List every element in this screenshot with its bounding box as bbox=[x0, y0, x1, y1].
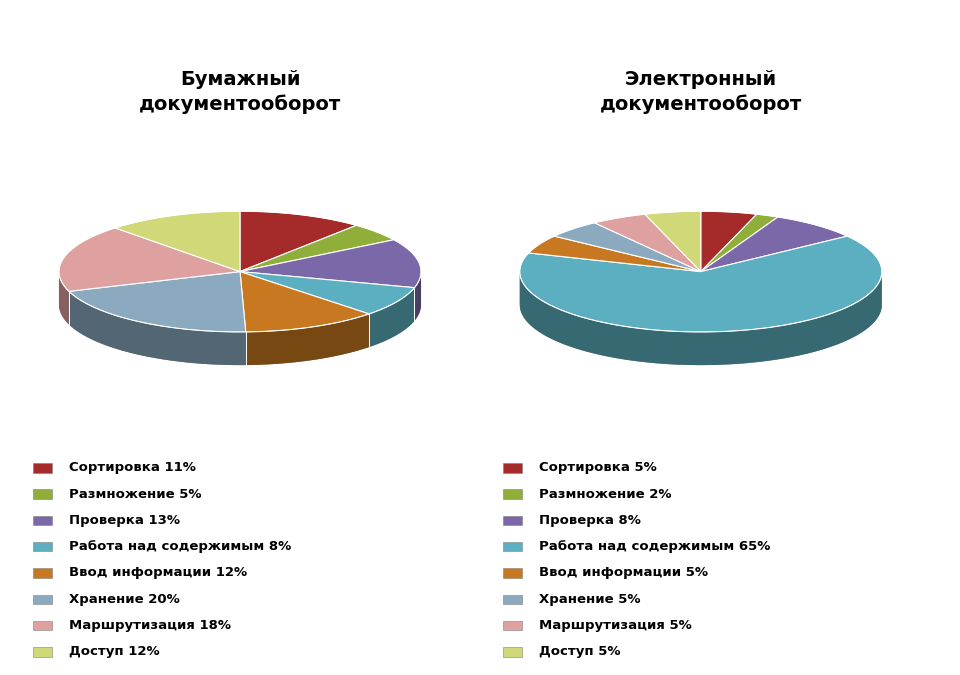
Polygon shape bbox=[369, 288, 415, 347]
Bar bbox=[503, 621, 522, 630]
Text: Сортировка 11%: Сортировка 11% bbox=[69, 461, 196, 475]
Text: Ввод информации 12%: Ввод информации 12% bbox=[69, 566, 247, 579]
Bar bbox=[503, 568, 522, 578]
Polygon shape bbox=[554, 223, 701, 271]
Bar bbox=[503, 516, 522, 525]
Bar bbox=[503, 542, 522, 551]
Text: Доступ 5%: Доступ 5% bbox=[540, 645, 621, 658]
Title: Электронный
документооборот: Электронный документооборот bbox=[600, 70, 802, 113]
Polygon shape bbox=[59, 271, 69, 325]
Text: Проверка 13%: Проверка 13% bbox=[69, 514, 180, 527]
Bar bbox=[33, 489, 52, 499]
Text: Маршрутизация 5%: Маршрутизация 5% bbox=[540, 619, 692, 632]
Polygon shape bbox=[519, 236, 882, 332]
Text: Доступ 12%: Доступ 12% bbox=[69, 645, 159, 658]
Polygon shape bbox=[529, 236, 701, 271]
Title: Бумажный
документооборот: Бумажный документооборот bbox=[139, 70, 341, 113]
Polygon shape bbox=[59, 228, 240, 292]
Bar bbox=[33, 542, 52, 551]
Text: Размножение 2%: Размножение 2% bbox=[540, 487, 672, 501]
Bar bbox=[33, 516, 52, 525]
Polygon shape bbox=[246, 314, 369, 365]
Text: Хранение 5%: Хранение 5% bbox=[540, 593, 640, 605]
Polygon shape bbox=[240, 271, 415, 314]
Polygon shape bbox=[240, 240, 421, 288]
Bar bbox=[33, 568, 52, 578]
Bar bbox=[33, 463, 52, 472]
Polygon shape bbox=[69, 271, 246, 332]
Polygon shape bbox=[645, 211, 701, 271]
Text: Проверка 8%: Проверка 8% bbox=[540, 514, 641, 527]
Bar bbox=[503, 463, 522, 472]
Bar bbox=[503, 595, 522, 604]
Polygon shape bbox=[701, 214, 778, 271]
Bar bbox=[33, 647, 52, 657]
Bar bbox=[503, 647, 522, 657]
Polygon shape bbox=[240, 225, 394, 271]
Text: Ввод информации 5%: Ввод информации 5% bbox=[540, 566, 708, 579]
Polygon shape bbox=[519, 271, 882, 365]
Text: Маршрутизация 18%: Маршрутизация 18% bbox=[69, 619, 230, 632]
Polygon shape bbox=[415, 272, 421, 321]
Polygon shape bbox=[240, 271, 369, 332]
Polygon shape bbox=[701, 217, 848, 271]
Text: Сортировка 5%: Сортировка 5% bbox=[540, 461, 657, 475]
Polygon shape bbox=[69, 292, 246, 365]
Text: Хранение 20%: Хранение 20% bbox=[69, 593, 180, 605]
Polygon shape bbox=[240, 211, 356, 271]
Text: Работа над содержимым 65%: Работа над содержимым 65% bbox=[540, 540, 771, 553]
Polygon shape bbox=[594, 214, 701, 271]
Bar bbox=[33, 621, 52, 630]
Polygon shape bbox=[115, 211, 240, 271]
Text: Работа над содержимым 8%: Работа над содержимым 8% bbox=[69, 540, 291, 553]
Polygon shape bbox=[519, 271, 882, 365]
Text: Размножение 5%: Размножение 5% bbox=[69, 487, 202, 501]
Polygon shape bbox=[701, 211, 756, 271]
Polygon shape bbox=[59, 271, 421, 365]
Bar bbox=[33, 595, 52, 604]
Bar bbox=[503, 489, 522, 499]
